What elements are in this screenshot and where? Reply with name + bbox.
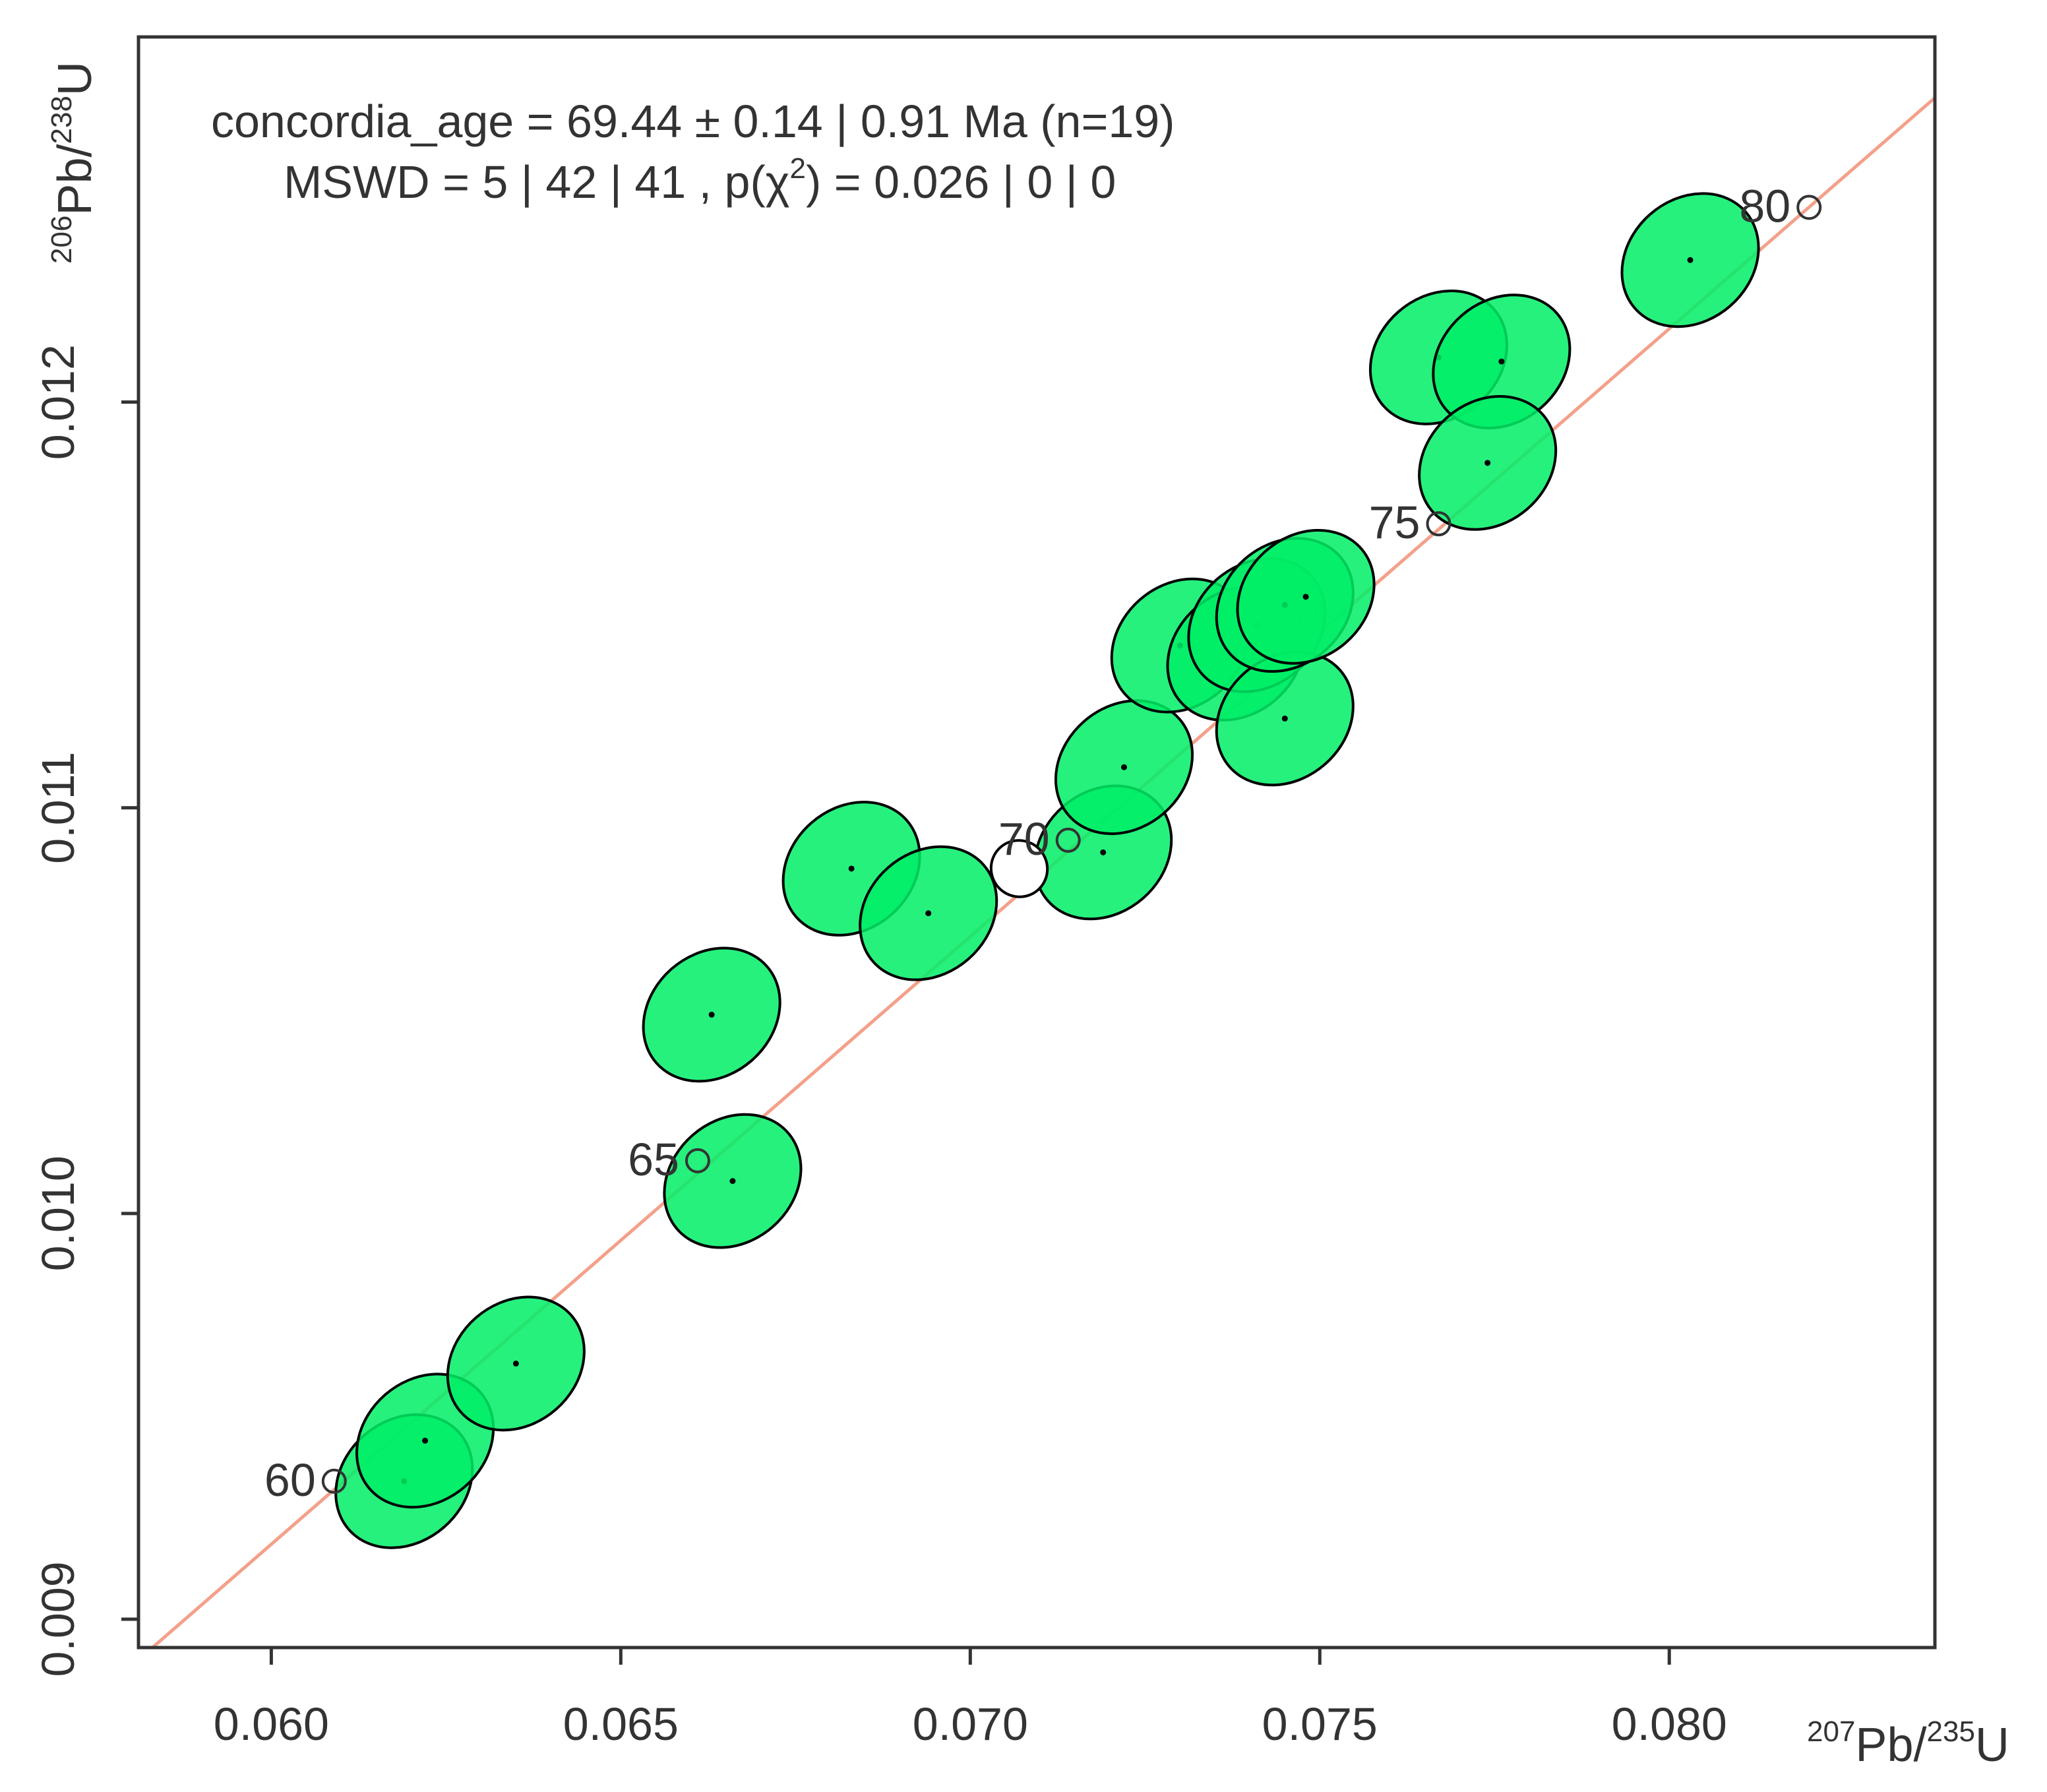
y-axis-title: 206Pb/238U bbox=[46, 61, 102, 264]
x-tick-label-0.080: 0.080 bbox=[1612, 1698, 1727, 1750]
y-title-base-1: Pb/ bbox=[49, 144, 102, 216]
age-marker-65 bbox=[685, 1148, 710, 1173]
y-title-sup-1: 206 bbox=[46, 216, 78, 264]
age-marker-label-70: 70 bbox=[998, 813, 1050, 865]
ellipse-center-2 bbox=[422, 1437, 429, 1444]
ellipse-center-18 bbox=[1484, 460, 1491, 466]
x-title-sup-2: 235 bbox=[1927, 1715, 1975, 1748]
age-marker-label-65: 65 bbox=[628, 1134, 679, 1185]
x-tick-label-0.075: 0.075 bbox=[1262, 1698, 1378, 1750]
annotation-line-1: concordia_age = 69.44 ± 0.14 | 0.91 Ma (… bbox=[211, 96, 1175, 147]
x-title-sup-1: 207 bbox=[1807, 1715, 1855, 1748]
x-title-base-1: Pb/ bbox=[1855, 1719, 1926, 1772]
ellipse-center-4 bbox=[729, 1178, 736, 1185]
x-tick-label-0.060: 0.060 bbox=[214, 1698, 329, 1750]
plot-frame bbox=[137, 35, 1937, 1650]
y-tick-label-0.010: 0.010 bbox=[32, 1156, 84, 1271]
ellipse-center-15 bbox=[1302, 594, 1309, 600]
ellipse-center-7 bbox=[925, 910, 932, 917]
ellipse-center-9 bbox=[1120, 764, 1127, 770]
concordia-age-ellipse bbox=[989, 839, 1049, 898]
age-marker-label-75: 75 bbox=[1369, 497, 1421, 548]
ellipse-center-17 bbox=[1498, 358, 1505, 365]
age-markers: 60 65 70 75 80 bbox=[264, 180, 1822, 1506]
x-title-base-2: U bbox=[1975, 1719, 2009, 1772]
ellipse-center-5 bbox=[708, 1011, 715, 1018]
ellipse-center-19 bbox=[1687, 257, 1694, 263]
x-tick-label-0.070: 0.070 bbox=[913, 1698, 1028, 1750]
age-marker-60 bbox=[321, 1468, 347, 1494]
x-axis-title: 207Pb/235U bbox=[1807, 1715, 2009, 1772]
age-marker-70 bbox=[1055, 827, 1081, 853]
annotation-line-2: MSWD = 5 | 42 | 41 , p(χ2) = 0.026 | 0 |… bbox=[284, 152, 1116, 208]
age-marker-label-60: 60 bbox=[264, 1454, 316, 1506]
x-tick-label-0.065: 0.065 bbox=[563, 1698, 679, 1750]
ellipse-center-13 bbox=[1281, 715, 1288, 722]
y-tick-label-0.011: 0.011 bbox=[32, 752, 84, 864]
ellipse-center-3 bbox=[512, 1360, 519, 1367]
y-title-base-2: U bbox=[49, 61, 102, 96]
ellipse-center-6 bbox=[848, 865, 855, 872]
age-marker-75 bbox=[1426, 511, 1451, 537]
annotation-line-2-end: ) = 0.026 | 0 | 0 bbox=[806, 156, 1116, 208]
y-tick-label-0.009: 0.009 bbox=[32, 1561, 84, 1677]
error-ellipses bbox=[334, 192, 1760, 1549]
age-marker-label-80: 80 bbox=[1739, 180, 1790, 232]
x-axis: 0.060 0.065 0.070 0.075 0.080 bbox=[214, 1648, 1727, 1750]
age-marker-80 bbox=[1796, 195, 1822, 220]
plot-content: 60 65 70 75 80 bbox=[150, 96, 1935, 1648]
annotation-line-2-main: MSWD = 5 | 42 | 41 , p(χ bbox=[284, 156, 790, 208]
ellipse-center-8 bbox=[1100, 849, 1107, 855]
y-axis: 0.009 0.010 0.011 0.012 bbox=[32, 344, 138, 1677]
y-tick-label-0.012: 0.012 bbox=[32, 344, 84, 460]
y-title-sup-2: 238 bbox=[46, 96, 78, 144]
annotation-line-2-sup: 2 bbox=[790, 152, 806, 185]
